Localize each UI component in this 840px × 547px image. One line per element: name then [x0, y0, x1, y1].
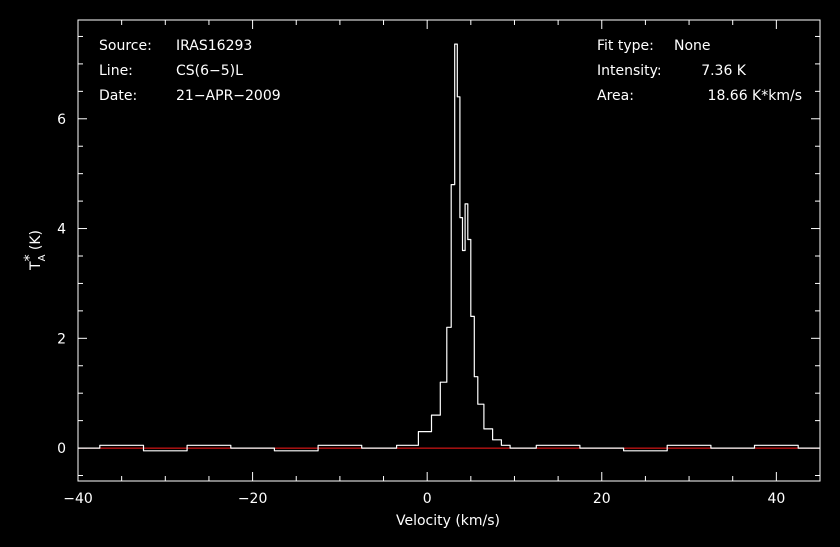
line-label: Line:	[99, 63, 133, 79]
x-tick-labels: −40 −20 0 20 40	[63, 491, 785, 507]
fit-type-value: None	[674, 38, 711, 54]
x-tick-label: −20	[238, 491, 268, 507]
y-tick-label: 0	[57, 441, 66, 457]
date-label: Date:	[99, 88, 137, 104]
y-tick-label: 2	[57, 331, 66, 347]
intensity-label: Intensity:	[597, 63, 662, 79]
plot-frame	[77, 19, 821, 482]
y-tick-labels: 0 2 4 6	[57, 112, 66, 457]
source-value: IRAS16293	[176, 38, 252, 54]
area-label: Area:	[597, 88, 634, 104]
intensity-value: 7.36 K	[701, 63, 747, 79]
y-axis-unit: (K)	[28, 230, 44, 255]
y-axis-symbol: T	[28, 261, 44, 271]
date-value: 21−APR−2009	[176, 88, 281, 104]
y-axis-subscript: A	[37, 254, 48, 261]
x-tick-label: 0	[423, 491, 432, 507]
x-tick-label: −40	[63, 491, 93, 507]
x-axis-label: Velocity (km/s)	[396, 513, 500, 529]
info-left: Source: IRAS16293 Line: CS(6−5)L Date: 2…	[99, 38, 281, 104]
spectrum-line	[78, 43, 820, 452]
y-tick-label: 4	[57, 222, 66, 238]
x-tick-label: 20	[593, 491, 611, 507]
x-tick-label: 40	[767, 491, 785, 507]
source-label: Source:	[99, 38, 152, 54]
info-right: Fit type: None Intensity: 7.36 K Area: 1…	[597, 38, 802, 104]
y-axis-label: T*A (K)	[22, 230, 48, 271]
line-value: CS(6−5)L	[176, 63, 243, 79]
area-value: 18.66 K*km/s	[708, 88, 802, 104]
fit-type-label: Fit type:	[597, 38, 654, 54]
y-axis-superscript: *	[22, 254, 38, 261]
y-tick-label: 6	[57, 112, 66, 128]
